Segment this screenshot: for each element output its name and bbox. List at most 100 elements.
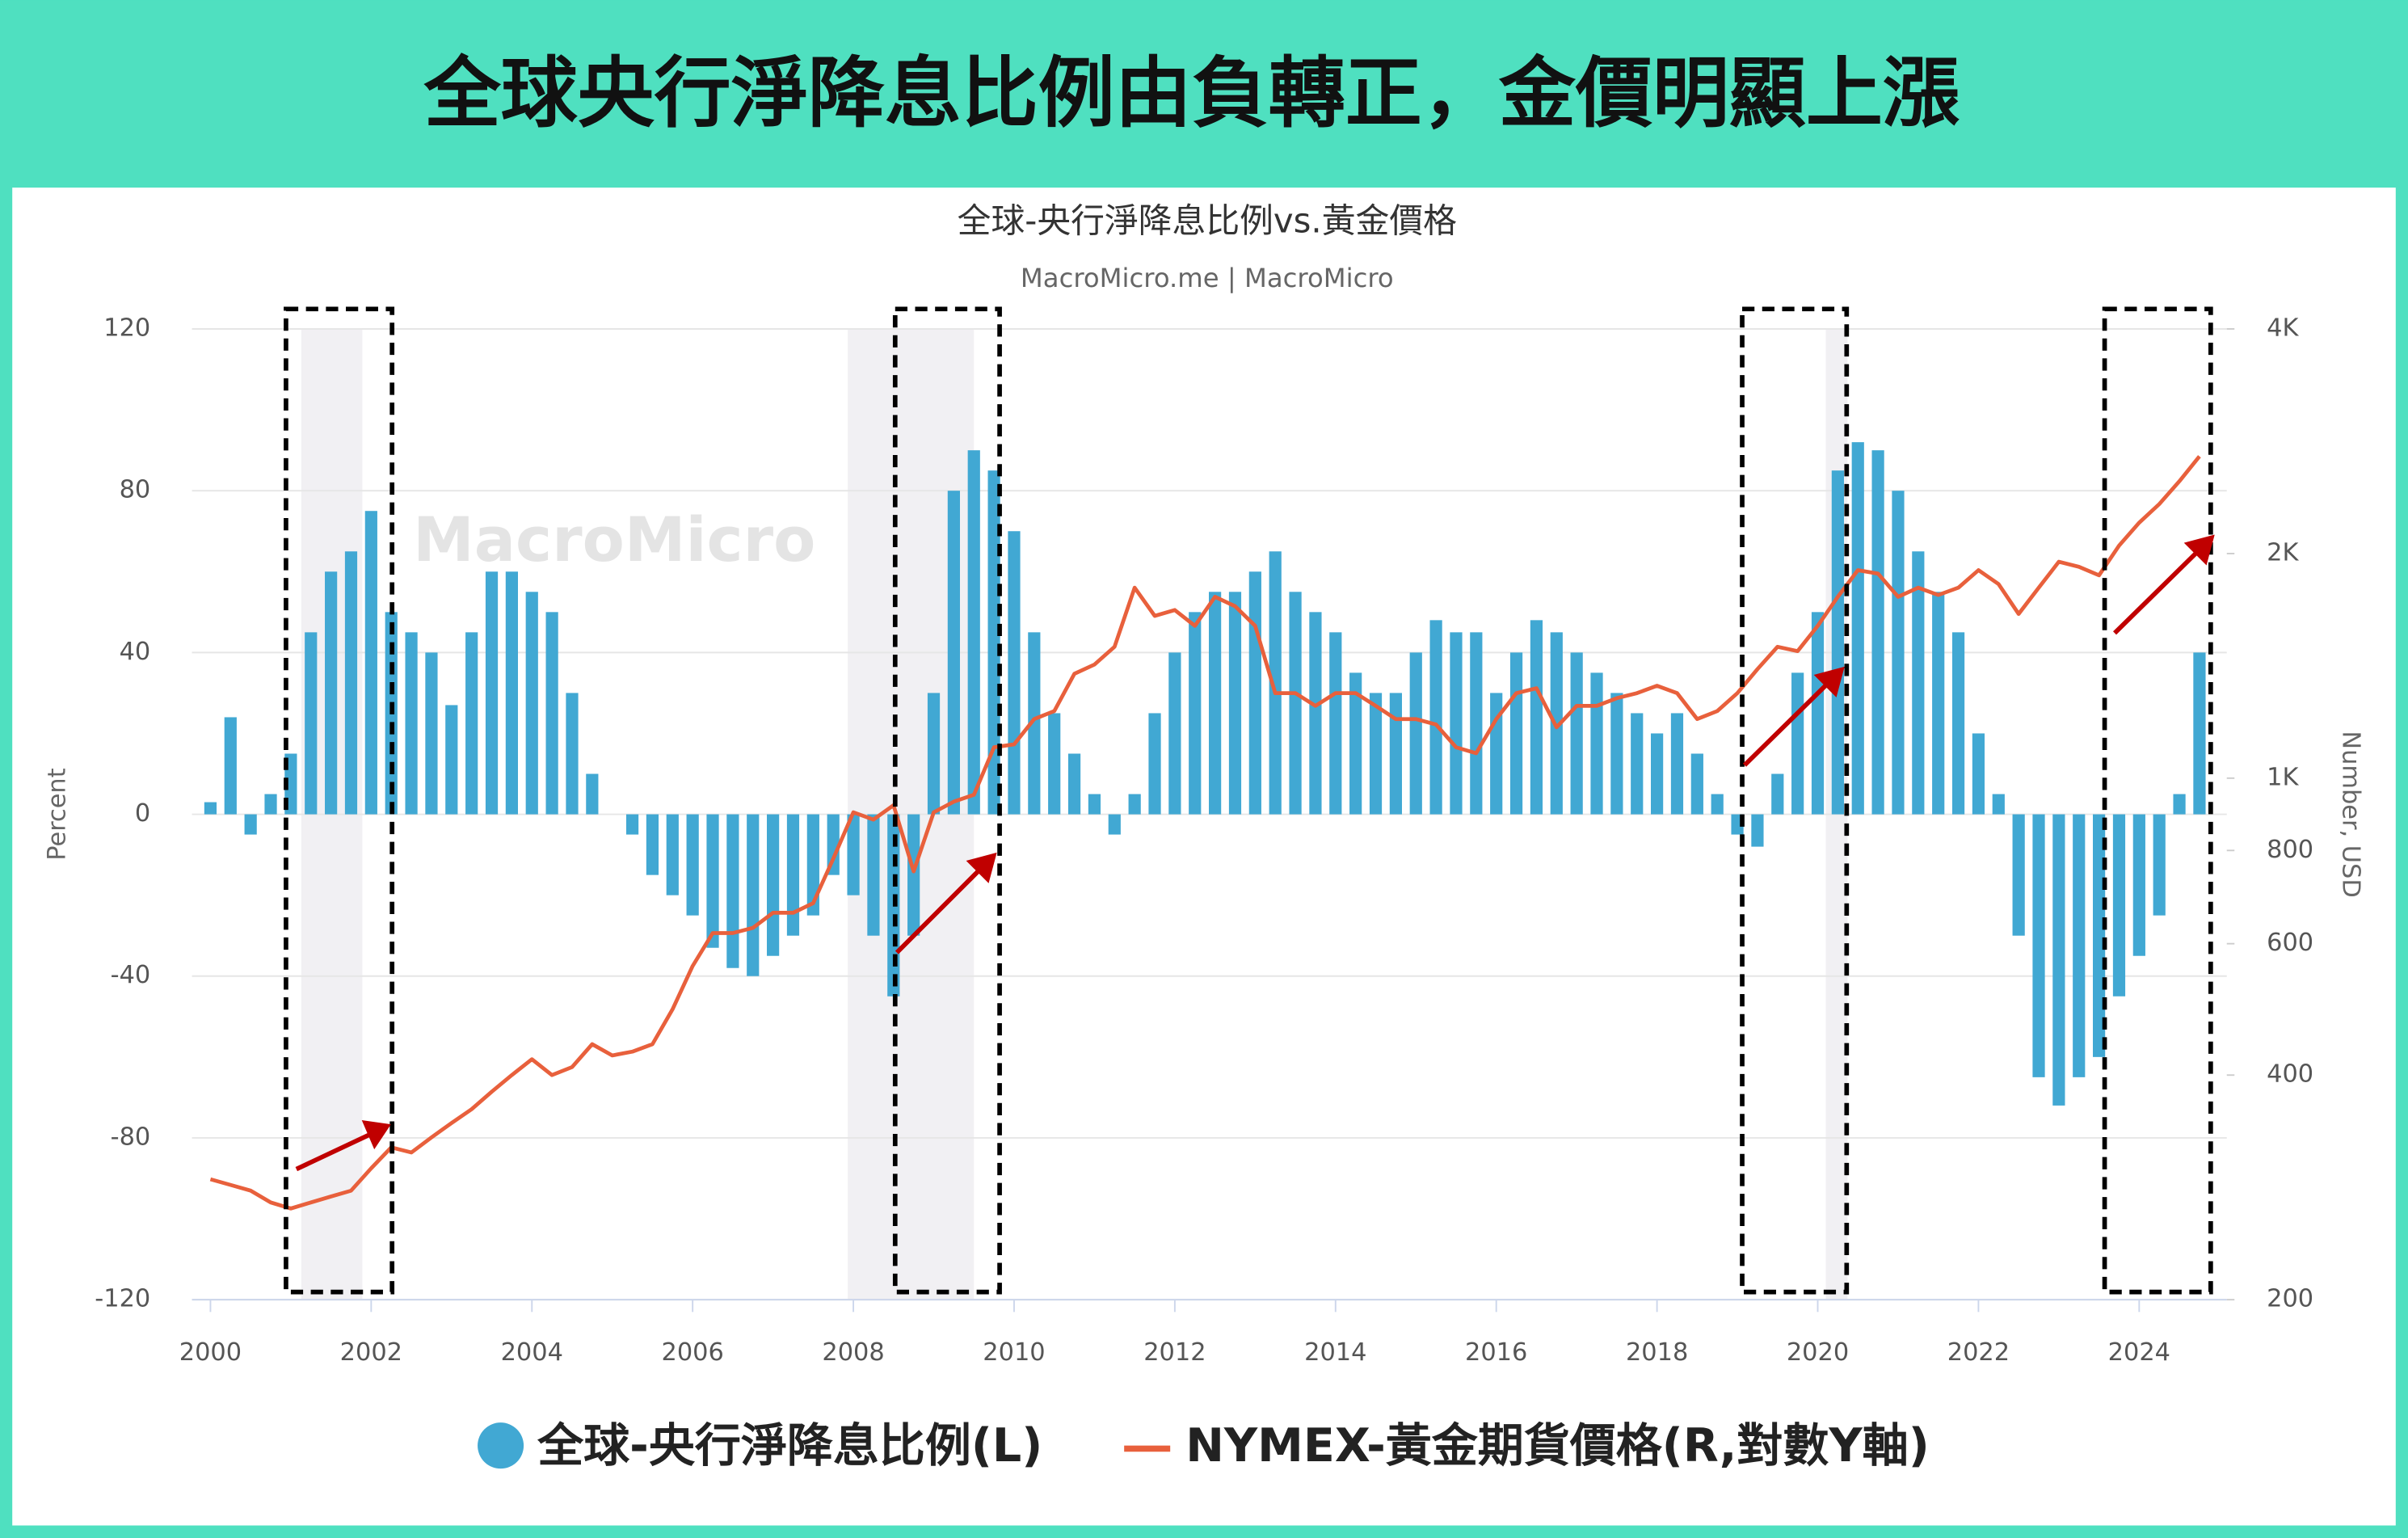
bar: [264, 794, 277, 815]
bar: [525, 592, 538, 815]
bar: [1992, 794, 2005, 815]
y2-tick-label: 200: [2267, 1285, 2313, 1313]
bar: [1932, 592, 1945, 815]
bar: [786, 814, 800, 936]
bar: [1389, 693, 1402, 815]
bar: [927, 693, 941, 815]
bar: [1067, 753, 1081, 815]
x-tick-label: 2022: [1947, 1338, 2010, 1367]
bar: [947, 491, 960, 815]
y2-tick-label: 600: [2267, 929, 2313, 957]
y2-tick-label: 4K: [2267, 314, 2299, 343]
arrow-head: [1813, 666, 1845, 697]
bar: [1189, 612, 1202, 815]
bar: [1248, 571, 1261, 815]
bar: [1851, 442, 1864, 815]
bar: [545, 612, 558, 815]
bar: [2193, 652, 2206, 815]
bar: [425, 652, 438, 815]
x-tick-label: 2012: [1143, 1338, 1206, 1367]
bar: [2073, 814, 2086, 1077]
bar: [1148, 713, 1161, 815]
bar: [1972, 733, 1985, 815]
bar: [1651, 733, 1664, 815]
x-tick-label: 2014: [1304, 1338, 1366, 1367]
bar: [1349, 672, 1362, 815]
bar: [1008, 531, 1021, 815]
bar: [1530, 620, 1543, 815]
bar: [1128, 794, 1141, 815]
arrows: [295, 534, 2215, 1172]
bar: [465, 632, 478, 815]
bar: [1289, 592, 1302, 815]
bar: [1470, 632, 1483, 815]
bar: [1892, 491, 1905, 815]
bar: [767, 814, 780, 956]
x-tick-label: 2004: [501, 1338, 563, 1367]
x-tick-label: 2006: [661, 1338, 723, 1367]
y-tick-label: 80: [120, 476, 151, 504]
bar: [1309, 612, 1322, 815]
bar: [566, 693, 579, 815]
page-title: 全球央行淨降息比例由負轉正，金價明顯上漲: [423, 49, 1960, 138]
bar: [1570, 652, 1583, 815]
x-tick-label: 2024: [2108, 1338, 2170, 1367]
bar: [907, 814, 920, 936]
bar: [686, 814, 699, 916]
bar: [224, 717, 237, 815]
bar: [1631, 713, 1644, 815]
bar: [2132, 814, 2145, 956]
bar: [2052, 814, 2065, 1106]
x-tick-label: 2008: [822, 1338, 884, 1367]
arrow-head: [361, 1120, 391, 1150]
bar: [586, 773, 599, 815]
bar: [204, 802, 217, 815]
bar: [1209, 592, 1222, 815]
bar: [1791, 672, 1804, 815]
bar: [2032, 814, 2045, 1077]
bar: [2093, 814, 2106, 1057]
bar: [2153, 814, 2166, 916]
line: [209, 455, 2201, 1211]
bar: [1168, 652, 1181, 815]
bar: [1450, 632, 1463, 815]
bar: [1690, 753, 1703, 815]
bar: [1369, 693, 1383, 815]
y-tick-label: -120: [95, 1285, 150, 1313]
bar: [726, 814, 739, 968]
bar: [325, 571, 338, 815]
legend: 全球-央行淨降息比例(L) NYMEX-黃金期貨價格(R,對數Y軸): [478, 1419, 1930, 1473]
arrow-head: [2183, 534, 2215, 566]
bar: [244, 814, 257, 835]
bar: [1509, 652, 1523, 815]
plot-area: -120 -80 -40 0 40 80 120 200 400 600 800 1K 2K 4K 2000…: [95, 306, 2313, 1367]
bar: [1088, 794, 1101, 815]
y2-tick-label: 800: [2267, 836, 2313, 864]
bar: [405, 632, 418, 815]
x-tick-label: 2016: [1465, 1338, 1527, 1367]
bar: [364, 511, 377, 815]
bar: [1590, 672, 1603, 815]
bar: [706, 814, 719, 948]
bar: [666, 814, 679, 895]
y2-tick-label: 1K: [2267, 763, 2299, 791]
arrow: [295, 1130, 376, 1172]
bar: [625, 814, 639, 835]
legend-label: NYMEX-黃金期貨價格(R,對數Y軸): [1185, 1419, 1930, 1473]
legend-marker: [478, 1422, 524, 1469]
bar: [1711, 794, 1724, 815]
y2-tick-label: 2K: [2267, 538, 2299, 567]
y2-tick-label: 400: [2267, 1060, 2313, 1089]
x-tick-label: 2000: [179, 1338, 242, 1367]
highlight-box: [892, 306, 1002, 1295]
bar: [1108, 814, 1121, 835]
x-tick-label: 2020: [1787, 1338, 1849, 1367]
bar: [1912, 551, 1925, 815]
chart-title: 全球-央行淨降息比例vs.黃金價格: [958, 200, 1457, 240]
arrow: [2113, 546, 2203, 635]
arrow: [895, 865, 985, 954]
bar: [485, 571, 499, 815]
bar: [1228, 592, 1242, 815]
bar: [1028, 632, 1041, 815]
